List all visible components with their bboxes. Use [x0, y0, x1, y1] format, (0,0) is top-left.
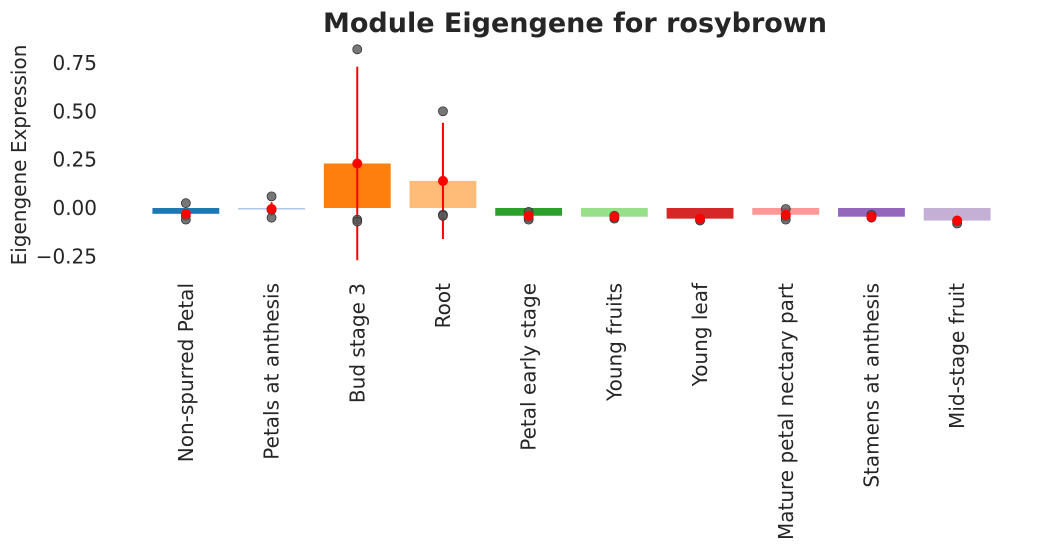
- x-tick-label: Bud stage 3: [345, 283, 369, 403]
- x-tick-label: Mid-stage fruit: [945, 283, 969, 429]
- x-tick-label: Petals at anthesis: [260, 283, 284, 460]
- mean-marker: [437, 175, 448, 186]
- y-axis-label: Eigengene Expression: [7, 45, 31, 266]
- y-axis-ticks: −0.25 0.00 0.25 0.50 0.75: [36, 51, 97, 269]
- mean-marker: [266, 203, 277, 214]
- mean-marker: [952, 215, 963, 226]
- x-tick-label: Non-spurred Petal: [174, 283, 198, 462]
- x-axis-ticks: Non-spurred Petal Petals at anthesis Bud s…: [174, 282, 969, 540]
- chart-title: Module Eigengene for rosybrown: [323, 8, 827, 39]
- x-tick-label: Root: [431, 283, 455, 328]
- data-point: [180, 198, 191, 209]
- means-group: [180, 158, 963, 226]
- mean-marker: [780, 209, 791, 220]
- x-tick-label: Young fruits: [602, 283, 626, 402]
- y-tick-label: 0.00: [52, 196, 97, 220]
- data-point: [266, 212, 277, 223]
- mean-marker: [180, 208, 191, 219]
- x-tick-label: Mature petal nectary part: [774, 283, 798, 540]
- y-tick-label: 0.25: [52, 148, 97, 172]
- bar: [923, 208, 991, 221]
- mean-marker: [352, 158, 363, 169]
- x-tick-label: Stamens at anthesis: [859, 283, 883, 488]
- data-point: [438, 210, 448, 221]
- bars-group: [152, 163, 991, 221]
- x-tick-label: Young leaf: [688, 282, 712, 387]
- data-point: [438, 106, 448, 117]
- mean-marker: [866, 211, 877, 222]
- points-group: [180, 44, 963, 229]
- y-tick-label: 0.50: [52, 99, 97, 123]
- data-point: [352, 216, 363, 227]
- bar: [666, 208, 734, 219]
- y-tick-label: −0.25: [36, 244, 97, 268]
- mean-marker: [609, 211, 620, 222]
- error-bars-group: [184, 66, 959, 261]
- data-point: [266, 191, 277, 202]
- data-point: [352, 44, 363, 55]
- y-tick-label: 0.75: [52, 51, 97, 75]
- mean-marker: [523, 210, 534, 221]
- mean-marker: [695, 213, 706, 224]
- x-tick-label: Petal early stage: [517, 283, 541, 451]
